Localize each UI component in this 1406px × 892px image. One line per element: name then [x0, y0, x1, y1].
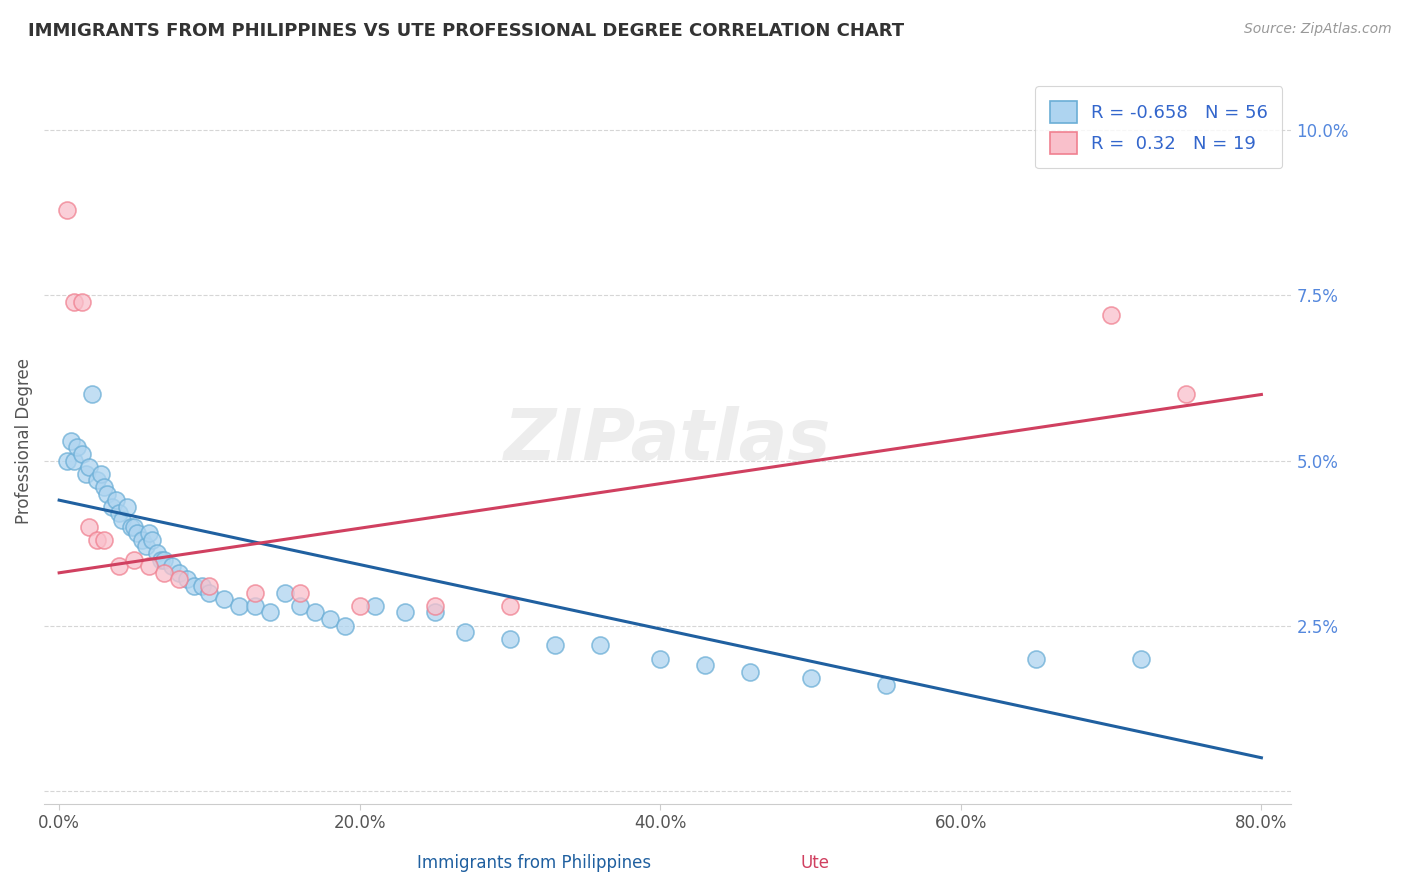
Point: [695, 658, 717, 673]
Point: [124, 519, 146, 533]
Point: [90, 467, 112, 481]
Text: ZIPatlas: ZIPatlas: [505, 406, 831, 475]
Point: [108, 507, 131, 521]
Point: [273, 585, 295, 599]
Point: [131, 533, 153, 547]
Point: [454, 625, 477, 640]
Point: [141, 533, 163, 547]
Point: [423, 606, 446, 620]
Point: [650, 651, 672, 665]
Point: [70, 295, 93, 310]
Point: [191, 579, 214, 593]
Point: [55, 453, 77, 467]
Point: [127, 526, 149, 541]
Point: [228, 599, 250, 613]
Point: [86, 473, 108, 487]
Point: [288, 599, 311, 613]
Point: [1025, 651, 1047, 665]
Point: [153, 552, 176, 566]
Y-axis label: Professional Degree: Professional Degree: [15, 358, 32, 524]
Point: [423, 599, 446, 613]
Point: [740, 665, 762, 679]
Point: [198, 585, 221, 599]
Point: [108, 559, 131, 574]
Text: Source: ZipAtlas.com: Source: ZipAtlas.com: [1244, 22, 1392, 37]
Point: [214, 592, 236, 607]
Point: [70, 447, 93, 461]
Point: [124, 552, 146, 566]
Point: [243, 599, 266, 613]
Point: [183, 579, 205, 593]
Point: [875, 678, 897, 692]
Point: [1099, 308, 1122, 322]
Point: [146, 546, 169, 560]
Legend: R = -0.658   N = 56, R =  0.32   N = 19: R = -0.658 N = 56, R = 0.32 N = 19: [1035, 87, 1282, 169]
Point: [243, 585, 266, 599]
Point: [120, 519, 142, 533]
Point: [288, 585, 311, 599]
Point: [259, 606, 281, 620]
Point: [1130, 651, 1153, 665]
Point: [364, 599, 387, 613]
Point: [86, 533, 108, 547]
Point: [333, 618, 356, 632]
Point: [77, 519, 100, 533]
Point: [198, 579, 221, 593]
Point: [1175, 387, 1198, 401]
Point: [150, 552, 173, 566]
Point: [75, 467, 97, 481]
Point: [115, 500, 138, 514]
Point: [544, 639, 567, 653]
Point: [66, 440, 89, 454]
Point: [96, 486, 118, 500]
Point: [77, 460, 100, 475]
Point: [160, 559, 183, 574]
Point: [82, 387, 104, 401]
Point: [153, 566, 176, 580]
Point: [63, 453, 86, 467]
Text: Ute: Ute: [801, 855, 830, 872]
Point: [589, 639, 612, 653]
Point: [318, 612, 340, 626]
Point: [60, 434, 83, 448]
Point: [169, 566, 191, 580]
Point: [100, 500, 122, 514]
Point: [169, 573, 191, 587]
Point: [55, 202, 77, 217]
Point: [138, 526, 160, 541]
Point: [176, 573, 198, 587]
Point: [111, 513, 134, 527]
Text: IMMIGRANTS FROM PHILIPPINES VS UTE PROFESSIONAL DEGREE CORRELATION CHART: IMMIGRANTS FROM PHILIPPINES VS UTE PROFE…: [28, 22, 904, 40]
Point: [799, 672, 821, 686]
Point: [63, 295, 86, 310]
Point: [105, 493, 128, 508]
Point: [304, 606, 326, 620]
Point: [499, 599, 522, 613]
Text: Immigrants from Philippines: Immigrants from Philippines: [418, 855, 651, 872]
Point: [93, 480, 115, 494]
Point: [138, 559, 160, 574]
Point: [349, 599, 371, 613]
Point: [394, 606, 416, 620]
Point: [93, 533, 115, 547]
Point: [499, 632, 522, 646]
Point: [135, 540, 157, 554]
